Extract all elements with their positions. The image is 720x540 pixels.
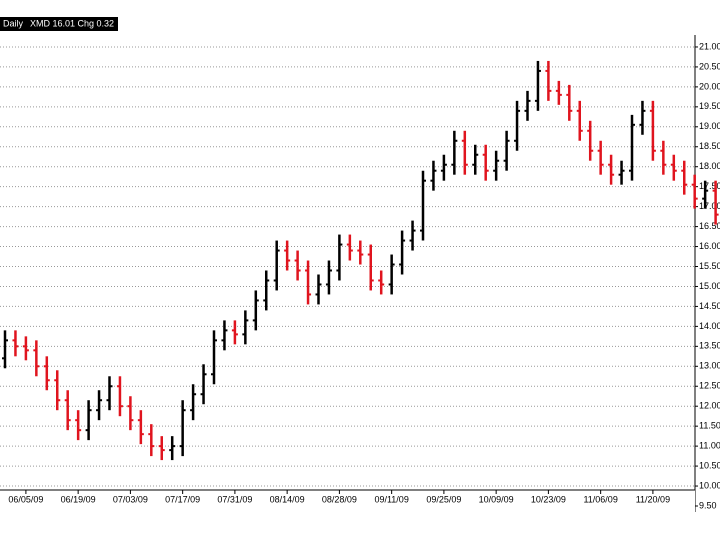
y-tick-label: 10.00 [699, 480, 720, 490]
x-tick-label: 10/09/09 [479, 494, 514, 504]
x-tick-label: 11/06/09 [583, 494, 617, 504]
x-tick-label: 10/23/09 [531, 494, 566, 504]
y-tick-label: 18.50 [699, 141, 720, 151]
x-axis-band [0, 490, 695, 512]
y-tick-label: 9.50 [699, 500, 717, 510]
x-tick-label: 09/25/09 [426, 494, 461, 504]
y-tick-label: 15.50 [699, 261, 720, 271]
y-tick-label: 17.00 [699, 201, 720, 211]
y-tick-label: 13.50 [699, 341, 720, 351]
x-tick-label: 06/05/09 [8, 494, 43, 504]
y-tick-label: 14.00 [699, 321, 720, 331]
y-tick-label: 17.50 [699, 181, 720, 191]
x-tick-label: 09/11/09 [374, 494, 408, 504]
y-tick-label: 12.00 [699, 401, 720, 411]
y-tick-label: 10.50 [699, 460, 720, 470]
x-tick-label: 08/28/09 [322, 494, 357, 504]
y-tick-label: 21.00 [699, 41, 720, 51]
x-tick-label: 11/20/09 [636, 494, 670, 504]
y-tick-label: 13.00 [699, 361, 720, 371]
y-tick-label: 15.00 [699, 281, 720, 291]
x-tick-label: 06/19/09 [61, 494, 96, 504]
chart-subtitle: XMD 16.01 Chg 0.32 [30, 18, 114, 28]
y-tick-label: 19.00 [699, 121, 720, 131]
y-tick-label: 16.00 [699, 241, 720, 251]
title-box [0, 17, 118, 31]
x-tick-label: 07/17/09 [165, 494, 200, 504]
y-tick-label: 14.50 [699, 301, 720, 311]
y-tick-label: 16.50 [699, 221, 720, 231]
y-tick-label: 19.50 [699, 101, 720, 111]
y-tick-label: 18.00 [699, 161, 720, 171]
x-tick-label: 08/14/09 [270, 494, 305, 504]
x-tick-label: 07/31/09 [217, 494, 252, 504]
y-tick-label: 20.00 [699, 81, 720, 91]
y-tick-label: 11.00 [699, 441, 720, 451]
y-tick-label: 20.50 [699, 61, 720, 71]
x-tick-label: 07/03/09 [113, 494, 148, 504]
chart-title: Daily [3, 18, 24, 28]
y-tick-label: 11.50 [699, 421, 720, 431]
y-tick-label: 12.50 [699, 381, 720, 391]
